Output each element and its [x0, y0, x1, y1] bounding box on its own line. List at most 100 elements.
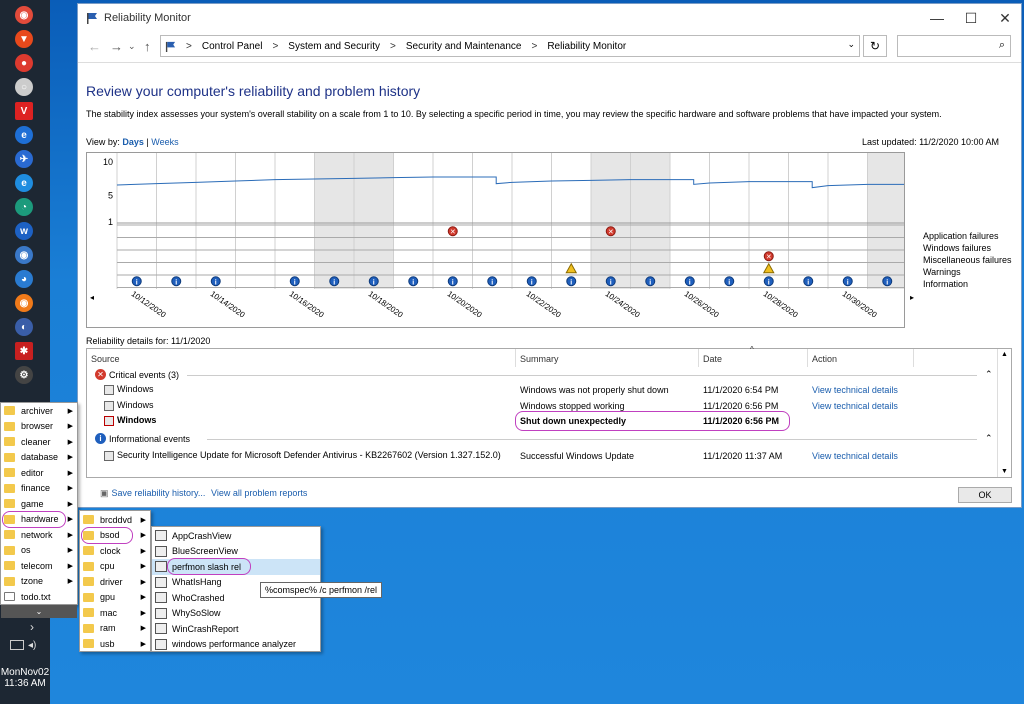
menu-item[interactable]: finance ▶ [1, 481, 77, 497]
collapse-icon[interactable]: ⌃ [985, 433, 993, 443]
view-days-link[interactable]: Days [122, 137, 144, 147]
edge-icon[interactable]: ◔ [15, 198, 33, 216]
app-icon-15[interactable]: ✱ [15, 342, 33, 360]
col-action[interactable]: Action [812, 354, 838, 364]
collapse-icon[interactable]: ⌃ [985, 369, 993, 379]
menu-item[interactable]: os ▶ [1, 543, 77, 559]
network-icon[interactable] [10, 640, 24, 650]
menu-item[interactable]: AppCrashView [152, 528, 320, 544]
chevron-down-icon[interactable]: ⌄ [847, 39, 855, 49]
app-icon-12[interactable]: ◕ [15, 270, 33, 288]
menu-item[interactable]: usb ▶ [80, 636, 150, 652]
col-divider[interactable] [698, 349, 699, 367]
breadcrumb-reliability-monitor[interactable]: Reliability Monitor [547, 40, 627, 52]
menu-item[interactable]: WhatIsHang [152, 575, 320, 591]
back-icon[interactable]: ← [88, 39, 101, 54]
volume-icon[interactable]: ◂) [28, 640, 37, 651]
menu-item[interactable]: WinCrashReport [152, 621, 320, 637]
menu-item[interactable]: tzone ▶ [1, 574, 77, 590]
app-icon-7[interactable]: ✈ [15, 150, 33, 168]
view-all-problem-reports-link[interactable]: View all problem reports [211, 488, 308, 498]
ie-icon-2[interactable]: e [15, 174, 33, 192]
menu-item[interactable]: mac ▶ [80, 605, 150, 621]
save-reliability-history-link[interactable]: ▣ Save reliability history... [100, 488, 205, 499]
informational-events-group[interactable]: i Informational events [95, 433, 190, 444]
scroll-down-icon[interactable]: ▼ [1001, 468, 1008, 475]
firefox-icon[interactable]: ◉ [15, 294, 33, 312]
chart-scroll-left-icon[interactable]: ◂ [90, 293, 95, 302]
app-icon-10[interactable]: w [15, 222, 33, 240]
critical-events-group[interactable]: ✕ Critical events (3) [95, 369, 179, 380]
ok-button[interactable]: OK [958, 487, 1012, 503]
scroll-up-icon[interactable]: ▲ [1001, 351, 1008, 358]
menu-item[interactable]: todo.txt [1, 589, 77, 605]
search-input[interactable]: ⌕ [897, 35, 1011, 57]
stability-chart-svg[interactable]: 1051✕✕✕✕✕iiiiiiiiiiiiiiiiiiii10/12/20201… [87, 153, 905, 329]
col-divider[interactable] [913, 349, 914, 367]
view-weeks-link[interactable]: Weeks [151, 137, 179, 147]
stability-chart[interactable]: 1051✕✕✕✕✕iiiiiiiiiiiiiiiiiiii10/12/20201… [86, 152, 922, 328]
app-icon-4[interactable]: ○ [15, 78, 33, 96]
chart-scroll-right-icon[interactable]: ▸ [910, 293, 915, 302]
app-icon-14[interactable]: ◐ [15, 318, 33, 336]
menu-item[interactable]: ram ▶ [80, 621, 150, 637]
close-button[interactable]: ✕ [999, 9, 1011, 26]
col-date[interactable]: Date [703, 354, 723, 364]
menu-item[interactable]: hardware ▶ [1, 510, 77, 528]
menu-item[interactable]: brcddvd ▶ [80, 512, 150, 528]
app-icon-16[interactable]: ⚙ [15, 366, 33, 384]
col-divider[interactable] [515, 349, 516, 367]
menu-item[interactable]: driver ▶ [80, 574, 150, 590]
menu-item[interactable]: clock ▶ [80, 543, 150, 559]
chevron-right-icon[interactable]: › [30, 620, 34, 634]
view-technical-details-link[interactable]: View technical details [812, 385, 898, 395]
brave-icon[interactable]: ▼ [15, 30, 33, 48]
col-summary[interactable]: Summary [520, 354, 559, 364]
view-technical-details-link[interactable]: View technical details [812, 451, 898, 461]
app-icon-11[interactable]: ◉ [15, 246, 33, 264]
table-row[interactable]: Windows [104, 400, 154, 411]
menu-item[interactable]: game ▶ [1, 496, 77, 512]
menu-item[interactable]: BlueScreenView [152, 544, 320, 560]
breadcrumb-security-maintenance[interactable]: Security and Maintenance [405, 40, 522, 52]
y-tick-label: 1 [108, 217, 113, 227]
view-technical-details-link[interactable]: View technical details [812, 401, 898, 411]
menu-item[interactable]: database ▶ [1, 450, 77, 466]
menu-item[interactable]: cleaner ▶ [1, 434, 77, 450]
menu-item[interactable]: network ▶ [1, 527, 77, 543]
info-event-icon [605, 276, 616, 287]
recent-dropdown-icon[interactable]: ⌄ [128, 41, 136, 51]
menu-item[interactable]: archiver ▶ [1, 403, 77, 419]
app-icon-1[interactable]: ◉ [15, 6, 33, 24]
up-icon[interactable]: ↑ [144, 39, 151, 54]
menu-item[interactable]: editor ▶ [1, 465, 77, 481]
table-row[interactable]: Windows [104, 415, 156, 426]
breadcrumb-control-panel[interactable]: Control Panel [201, 40, 263, 52]
breadcrumb-system-security[interactable]: System and Security [288, 40, 380, 52]
col-source[interactable]: Source [91, 354, 120, 364]
address-bar[interactable]: > Control Panel > System and Security > … [160, 35, 860, 57]
details-scrollbar[interactable]: ▲ ▼ [997, 349, 1011, 477]
menu-item[interactable]: WhoCrashed [152, 590, 320, 606]
menu-item[interactable]: windows performance analyzer [152, 637, 320, 653]
menu-item[interactable]: bsod ▶ [80, 526, 150, 544]
menu-item[interactable]: gpu ▶ [80, 590, 150, 606]
table-row[interactable]: Security Intelligence Update for Microso… [104, 450, 501, 461]
app-icon-3[interactable]: ● [15, 54, 33, 72]
menu-item[interactable]: browser ▶ [1, 419, 77, 435]
minimize-button[interactable]: — [930, 10, 944, 26]
forward-icon[interactable]: → [110, 39, 123, 54]
col-divider[interactable] [807, 349, 808, 367]
title-bar[interactable]: Reliability Monitor [78, 4, 1021, 32]
maximize-button[interactable]: ☐ [964, 9, 978, 26]
vivaldi-icon[interactable]: V [15, 102, 33, 120]
menu-scroll-down-icon[interactable]: ⌄ [1, 605, 77, 618]
menu-item[interactable]: telecom ▶ [1, 558, 77, 574]
menu-item[interactable]: WhySoSlow [152, 606, 320, 622]
menu-item[interactable]: cpu ▶ [80, 559, 150, 575]
table-row[interactable]: Windows [104, 384, 154, 395]
refresh-button[interactable]: ↻ [863, 35, 887, 57]
ie-icon[interactable]: e [15, 126, 33, 144]
taskbar-clock[interactable]: MonNov02 11:36 AM [0, 667, 50, 689]
menu-item[interactable]: perfmon slash rel [152, 558, 320, 575]
